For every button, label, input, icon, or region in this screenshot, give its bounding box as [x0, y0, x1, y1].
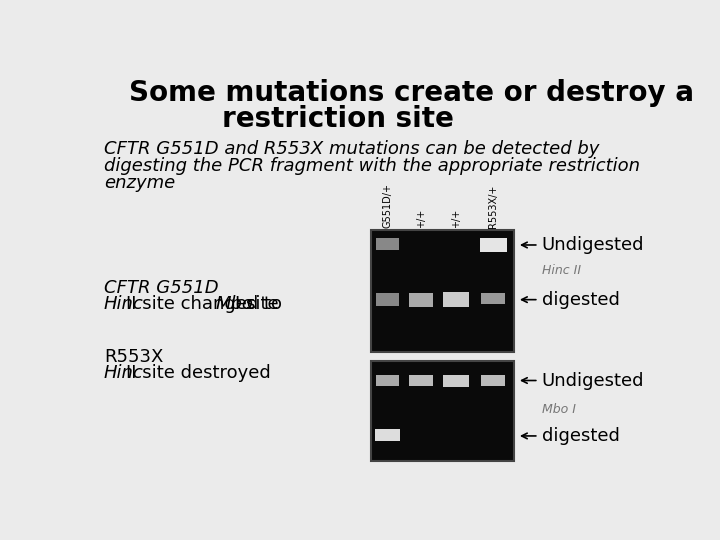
- Bar: [443, 292, 469, 307]
- Text: Mbo: Mbo: [215, 295, 253, 313]
- Text: digested: digested: [542, 427, 620, 445]
- Bar: [376, 294, 399, 306]
- Text: CFTR G551D: CFTR G551D: [104, 279, 219, 297]
- Bar: [409, 375, 433, 386]
- Bar: [480, 238, 507, 252]
- Text: Undigested: Undigested: [542, 372, 644, 389]
- Text: Some mutations create or destroy a: Some mutations create or destroy a: [129, 79, 694, 107]
- Text: +/+: +/+: [416, 209, 426, 228]
- Bar: [443, 375, 469, 387]
- Text: Hinc: Hinc: [104, 364, 144, 382]
- Text: enzyme: enzyme: [104, 174, 175, 192]
- Bar: [376, 238, 399, 251]
- Text: Hinc II: Hinc II: [542, 264, 581, 276]
- Text: restriction site: restriction site: [222, 105, 454, 133]
- Text: CFTR G551D and R553X mutations can be detected by: CFTR G551D and R553X mutations can be de…: [104, 140, 599, 158]
- Text: R553X: R553X: [104, 348, 163, 366]
- Bar: [482, 375, 505, 386]
- Text: II site changed to: II site changed to: [127, 295, 288, 313]
- Text: Hinc: Hinc: [104, 295, 144, 313]
- Bar: [376, 375, 399, 386]
- Bar: [371, 361, 514, 461]
- Text: digested: digested: [542, 291, 620, 309]
- Text: R553X/+: R553X/+: [488, 185, 498, 228]
- Text: Mbo I: Mbo I: [542, 403, 576, 416]
- Bar: [371, 231, 514, 352]
- Text: digesting the PCR fragment with the appropriate restriction: digesting the PCR fragment with the appr…: [104, 157, 640, 175]
- Bar: [375, 429, 400, 441]
- Text: I site: I site: [235, 295, 279, 313]
- Text: G551D/+: G551D/+: [382, 183, 392, 228]
- Text: Undigested: Undigested: [542, 236, 644, 254]
- Text: +/+: +/+: [451, 209, 461, 228]
- Bar: [482, 294, 505, 304]
- Text: II site destroyed: II site destroyed: [127, 364, 271, 382]
- Bar: [409, 294, 433, 307]
